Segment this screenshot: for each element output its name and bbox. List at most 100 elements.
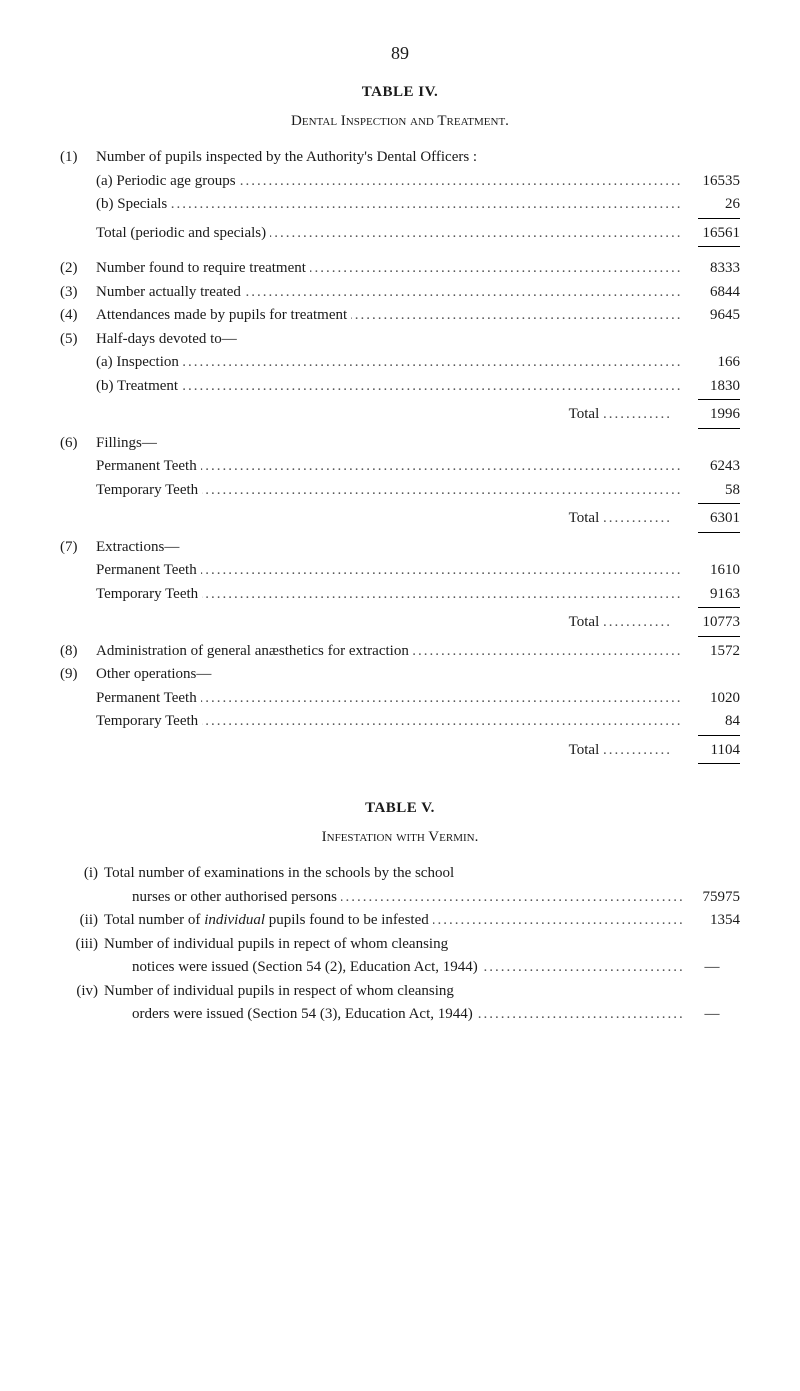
table-row: Total ............10773 xyxy=(60,611,740,634)
table-row: Permanent Teeth1610 xyxy=(60,559,740,582)
item-value: 16535 xyxy=(680,170,740,193)
item-label: (b) Specials xyxy=(96,193,680,216)
table-row: (7)Extractions— xyxy=(60,536,740,559)
table-row: nurses or other authorised persons75975 xyxy=(60,886,740,909)
item-label: Number of individual pupils in repect of… xyxy=(104,933,684,956)
item-label: Temporary Teeth xyxy=(96,479,680,502)
item-value: — xyxy=(684,1003,740,1026)
item-value: 16561 xyxy=(680,222,740,245)
table-row: Total ............1104 xyxy=(60,739,740,762)
table-row: (5)Half-days devoted to— xyxy=(60,328,740,351)
item-label: Permanent Teeth xyxy=(96,687,680,710)
item-number: (1) xyxy=(60,146,96,169)
table-row: orders were issued (Section 54 (3), Educ… xyxy=(60,1003,740,1026)
table-row: (3)Number actually treated6844 xyxy=(60,281,740,304)
table-row: Permanent Teeth1020 xyxy=(60,687,740,710)
table-row: (8)Administration of general anæsthetics… xyxy=(60,640,740,663)
table-row: (6)Fillings— xyxy=(60,432,740,455)
item-value: 6301 xyxy=(680,507,740,530)
item-label: notices were issued (Section 54 (2), Edu… xyxy=(104,956,684,979)
item-number: (9) xyxy=(60,663,96,686)
table-row: (4)Attendances made by pupils for treatm… xyxy=(60,304,740,327)
table-v-subtitle: Infestation with Vermin. xyxy=(60,826,740,849)
table-row: (b) Treatment1830 xyxy=(60,375,740,398)
table-iv-title: TABLE IV. xyxy=(60,81,740,104)
page-number: 89 xyxy=(60,40,740,67)
table-iv-body: (1)Number of pupils inspected by the Aut… xyxy=(60,146,740,764)
item-label: Fillings— xyxy=(96,432,680,455)
item-label: Attendances made by pupils for treatment xyxy=(96,304,680,327)
item-label: Temporary Teeth xyxy=(96,583,680,606)
item-label: (a) Inspection xyxy=(96,351,680,374)
item-label: Number found to require treatment xyxy=(96,257,680,280)
table-row: (9)Other operations— xyxy=(60,663,740,686)
item-label: Permanent Teeth xyxy=(96,455,680,478)
item-number: (i) xyxy=(60,862,104,885)
item-value: — xyxy=(684,956,740,979)
item-number: (8) xyxy=(60,640,96,663)
table-iv-subtitle: Dental Inspection and Treatment. xyxy=(60,110,740,133)
item-label: Temporary Teeth xyxy=(96,710,680,733)
item-label: Total number of individual pupils found … xyxy=(104,909,684,932)
item-value: 1610 xyxy=(680,559,740,582)
item-label: Total ............ xyxy=(96,403,680,426)
item-number: (5) xyxy=(60,328,96,351)
table-row: (2)Number found to require treatment8333 xyxy=(60,257,740,280)
item-number: (2) xyxy=(60,257,96,280)
item-value: 166 xyxy=(680,351,740,374)
item-number: (iv) xyxy=(60,980,104,1003)
item-number: (3) xyxy=(60,281,96,304)
item-label: Administration of general anæsthetics fo… xyxy=(96,640,680,663)
item-label: Extractions— xyxy=(96,536,680,559)
table-v-title: TABLE V. xyxy=(60,797,740,820)
item-value: 1104 xyxy=(680,739,740,762)
item-label: Total ............ xyxy=(96,739,680,762)
table-row: (i)Total number of examinations in the s… xyxy=(60,862,740,885)
item-value: 75975 xyxy=(684,886,740,909)
item-label: (b) Treatment xyxy=(96,375,680,398)
item-value: 1996 xyxy=(680,403,740,426)
item-number: (4) xyxy=(60,304,96,327)
item-label: Total ............ xyxy=(96,507,680,530)
item-value: 6844 xyxy=(680,281,740,304)
item-number: (6) xyxy=(60,432,96,455)
table-row: (ii)Total number of individual pupils fo… xyxy=(60,909,740,932)
table-row: Total ............1996 xyxy=(60,403,740,426)
item-label: Total ............ xyxy=(96,611,680,634)
item-value: 6243 xyxy=(680,455,740,478)
item-value: 9645 xyxy=(680,304,740,327)
item-label: Half-days devoted to— xyxy=(96,328,680,351)
item-label: Permanent Teeth xyxy=(96,559,680,582)
table-row: (a) Inspection166 xyxy=(60,351,740,374)
item-value: 1830 xyxy=(680,375,740,398)
item-value: 10773 xyxy=(680,611,740,634)
item-value: 58 xyxy=(680,479,740,502)
table-row: (iii)Number of individual pupils in repe… xyxy=(60,933,740,956)
item-number: (iii) xyxy=(60,933,104,956)
item-value: 8333 xyxy=(680,257,740,280)
table-row: Temporary Teeth84 xyxy=(60,710,740,733)
table-v-body: (i)Total number of examinations in the s… xyxy=(60,862,740,1026)
item-value: 26 xyxy=(680,193,740,216)
table-row: notices were issued (Section 54 (2), Edu… xyxy=(60,956,740,979)
table-row: (b) Specials26 xyxy=(60,193,740,216)
item-label: orders were issued (Section 54 (3), Educ… xyxy=(104,1003,684,1026)
item-label: Other operations— xyxy=(96,663,680,686)
item-label: Number actually treated xyxy=(96,281,680,304)
table-row: Temporary Teeth9163 xyxy=(60,583,740,606)
table-row: Permanent Teeth6243 xyxy=(60,455,740,478)
table-row: Total ............6301 xyxy=(60,507,740,530)
table-row: (a) Periodic age groups16535 xyxy=(60,170,740,193)
item-label: Total number of examinations in the scho… xyxy=(104,862,684,885)
table-row: Total (periodic and specials)16561 xyxy=(60,222,740,245)
item-label: (a) Periodic age groups xyxy=(96,170,680,193)
item-number: (ii) xyxy=(60,909,104,932)
item-value: 9163 xyxy=(680,583,740,606)
item-value: 84 xyxy=(680,710,740,733)
item-number: (7) xyxy=(60,536,96,559)
table-row: Temporary Teeth58 xyxy=(60,479,740,502)
item-label: Number of pupils inspected by the Author… xyxy=(96,146,680,169)
item-value: 1572 xyxy=(680,640,740,663)
item-label: nurses or other authorised persons xyxy=(104,886,684,909)
table-row: (iv)Number of individual pupils in respe… xyxy=(60,980,740,1003)
